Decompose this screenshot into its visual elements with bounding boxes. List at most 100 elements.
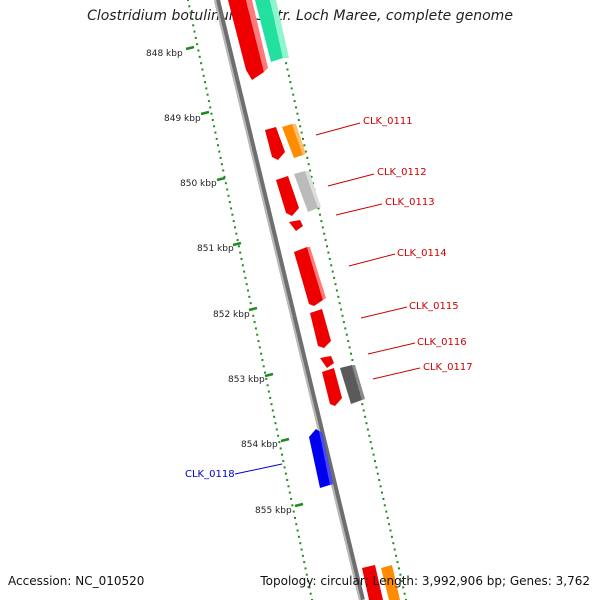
callout-line xyxy=(315,122,361,136)
gene-feature-shade xyxy=(305,171,321,208)
gene-feature[interactable] xyxy=(340,365,362,404)
gene-label-clk-0112[interactable]: CLK_0112 xyxy=(377,167,427,178)
tick-dot xyxy=(190,17,193,20)
tick-dot xyxy=(194,36,197,39)
tick-dot xyxy=(302,137,304,140)
tick-dot xyxy=(307,163,310,166)
tick-dot xyxy=(371,447,374,450)
tick-dot xyxy=(309,169,312,172)
gene-feature[interactable] xyxy=(255,0,283,62)
gene-feature-shade xyxy=(352,365,365,400)
tick-dot xyxy=(202,74,205,77)
gene-feature-shade xyxy=(307,247,326,300)
tick-dot xyxy=(399,573,402,576)
gene-feature[interactable] xyxy=(282,124,303,158)
tick-dot xyxy=(275,428,278,431)
major-tick xyxy=(280,437,290,443)
tick-dot xyxy=(201,68,204,71)
tick-dot xyxy=(297,535,300,538)
callout-line xyxy=(327,173,375,187)
scale-label: 850 kbp xyxy=(180,179,217,189)
tick-dot xyxy=(287,485,290,488)
tick-dot xyxy=(390,535,393,538)
gene-feature[interactable] xyxy=(289,220,303,231)
tick-dot xyxy=(345,333,348,336)
tick-dot xyxy=(211,119,214,121)
tick-dot xyxy=(285,62,288,65)
tick-dot xyxy=(331,270,334,273)
scale-label: 852 kbp xyxy=(213,310,250,320)
gene-features xyxy=(228,0,400,600)
tick-dot xyxy=(291,504,294,507)
gene-feature[interactable] xyxy=(362,565,383,600)
tick-dot xyxy=(223,175,226,178)
gene-label-clk-0115[interactable]: CLK_0115 xyxy=(409,301,459,312)
tick-dot xyxy=(351,359,354,361)
gene-label-clk-0111[interactable]: CLK_0111 xyxy=(363,116,413,127)
gene-feature[interactable] xyxy=(309,429,333,488)
gene-feature[interactable] xyxy=(294,247,323,306)
gene-label-clk-0114[interactable]: CLK_0114 xyxy=(397,248,447,259)
tick-dot xyxy=(319,213,321,216)
gene-feature[interactable] xyxy=(228,0,264,80)
tick-dot xyxy=(344,327,347,330)
scale-label: 853 kbp xyxy=(228,375,265,385)
tick-dot xyxy=(205,87,208,90)
gene-callout-lines xyxy=(234,122,421,475)
tick-dot xyxy=(224,182,227,185)
gene-feature[interactable] xyxy=(276,176,299,216)
tick-dot xyxy=(375,466,378,469)
gene-feature[interactable] xyxy=(381,565,400,600)
tick-dot xyxy=(402,586,405,589)
tick-dot xyxy=(281,453,283,456)
gene-feature[interactable] xyxy=(294,171,318,212)
gene-feature[interactable] xyxy=(322,368,342,406)
tick-dot xyxy=(324,239,327,241)
tick-dot xyxy=(365,422,368,425)
gene-feature[interactable] xyxy=(320,356,334,368)
tick-dot xyxy=(299,542,302,545)
tick-dot xyxy=(235,232,238,235)
tick-dot xyxy=(320,220,323,223)
tick-dot xyxy=(372,453,375,456)
gene-feature[interactable] xyxy=(310,309,331,348)
tick-dot xyxy=(385,510,388,513)
tick-dot xyxy=(264,371,266,374)
tick-dot xyxy=(388,523,391,526)
tick-dot xyxy=(383,504,386,507)
gene-feature[interactable] xyxy=(265,127,285,160)
tick-dot xyxy=(249,302,252,305)
tick-dot xyxy=(400,580,403,583)
tick-dot xyxy=(279,447,282,450)
tick-dot xyxy=(192,24,195,27)
tick-dot xyxy=(304,567,307,570)
tick-dot xyxy=(300,548,303,551)
tick-dot xyxy=(254,327,257,330)
tick-dot xyxy=(374,460,376,463)
tick-dot xyxy=(271,409,274,412)
gene-label-clk-0116[interactable]: CLK_0116 xyxy=(417,337,467,348)
gene-feature-shade xyxy=(246,0,268,72)
tick-dot xyxy=(231,213,234,216)
callout-line xyxy=(335,203,383,216)
gene-label-clk-0117[interactable]: CLK_0117 xyxy=(423,362,473,373)
tick-dot xyxy=(397,567,400,570)
callout-line xyxy=(367,342,416,355)
tick-dot xyxy=(330,264,333,267)
gene-label-clk-0113[interactable]: CLK_0113 xyxy=(385,197,435,208)
tick-dot xyxy=(338,302,341,305)
callout-line xyxy=(372,367,421,380)
scale-label: 849 kbp xyxy=(164,114,201,124)
gene-label-clk-0118[interactable]: CLK_0118 xyxy=(185,469,235,480)
tick-dot xyxy=(362,409,365,412)
tick-dot xyxy=(193,30,196,33)
scale-labels: 848 kbp 849 kbp 850 kbp 851 kbp 852 kbp … xyxy=(146,49,292,516)
tick-dot xyxy=(307,580,310,583)
genome-backbone xyxy=(214,0,365,600)
tick-dot xyxy=(261,359,264,361)
tick-dot xyxy=(239,251,242,254)
tick-dot xyxy=(290,87,293,90)
scale-label: 848 kbp xyxy=(146,49,183,59)
tick-dot xyxy=(241,264,244,267)
tick-dot xyxy=(327,251,330,254)
